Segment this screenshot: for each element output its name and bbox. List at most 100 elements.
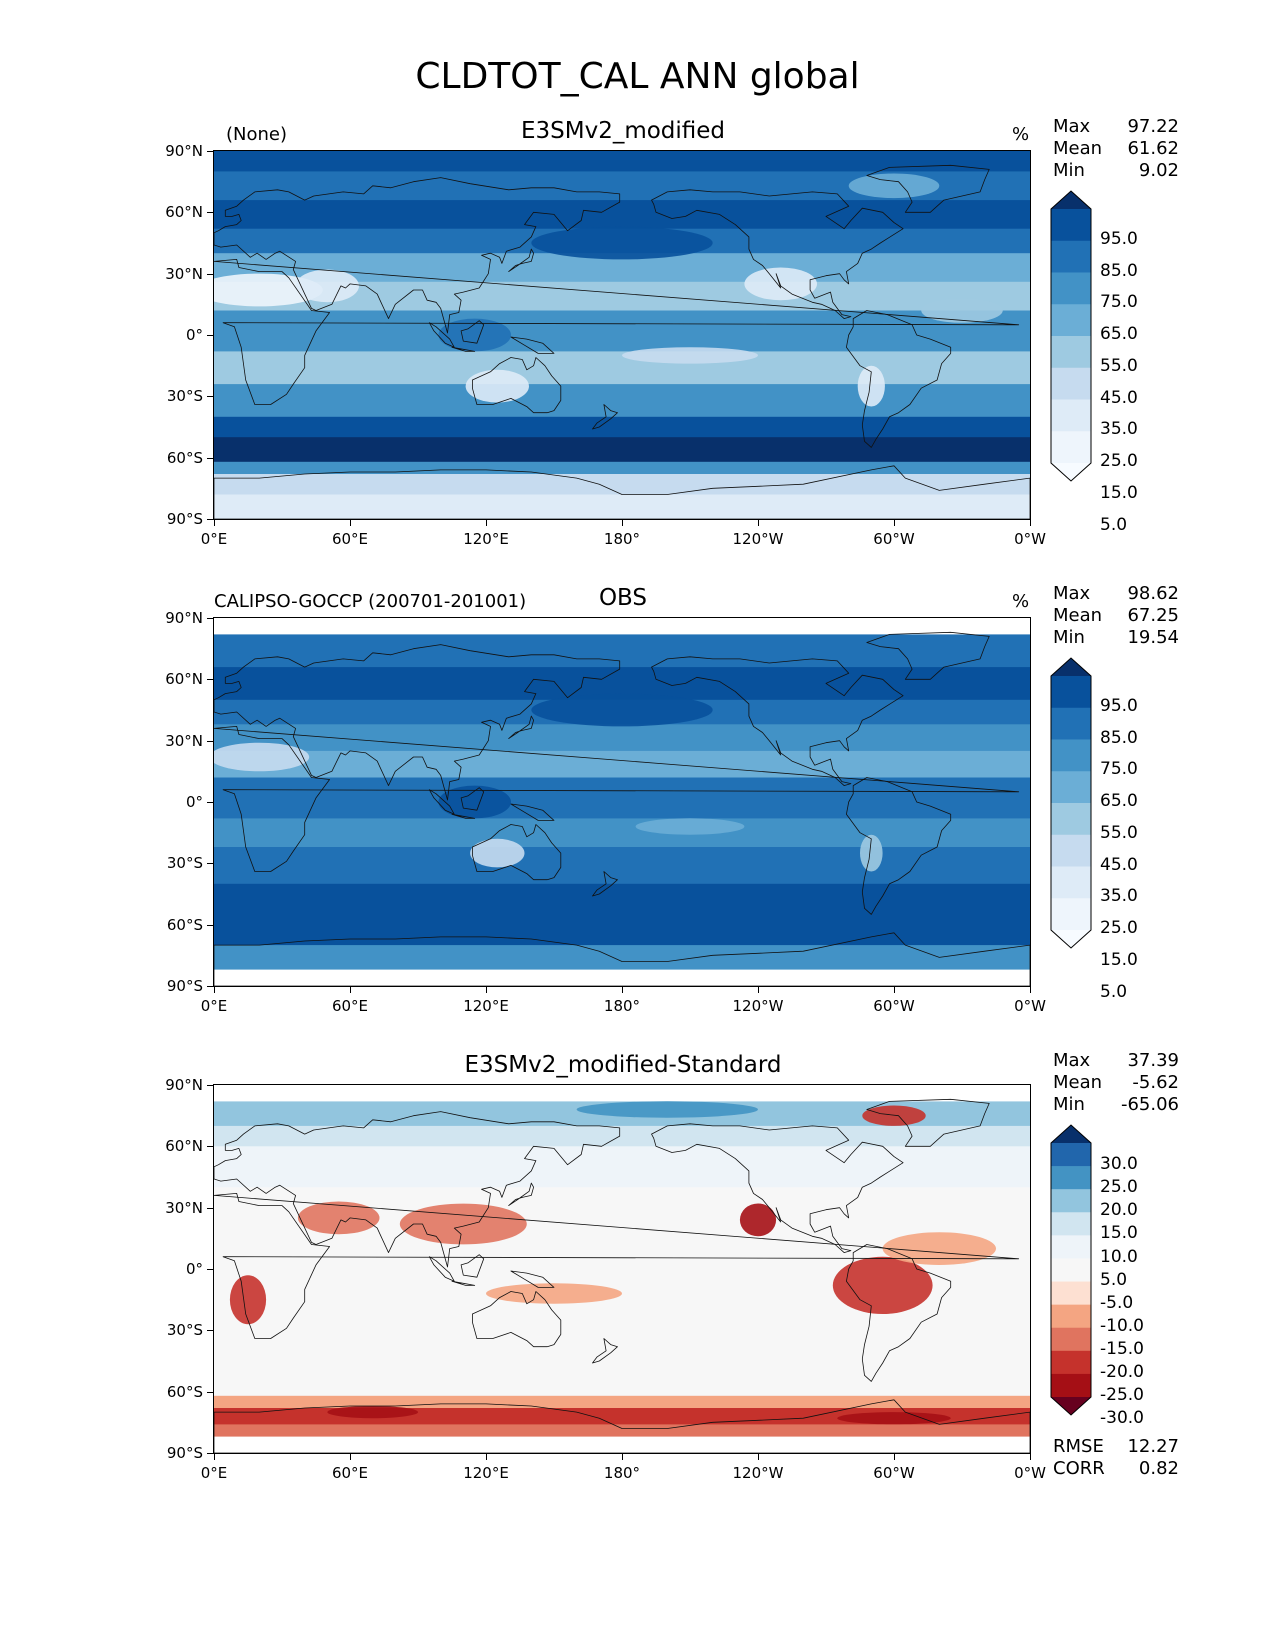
stats-row: RMSE 12.27 (1053, 1436, 1179, 1458)
stats-label: Max (1053, 116, 1091, 137)
colorbar-swatch (1051, 803, 1091, 836)
field-anomaly (832, 1256, 933, 1314)
lat-tick-mark (207, 986, 213, 987)
map-canvas (214, 1085, 1030, 1453)
coastline (592, 1338, 618, 1364)
field-anomaly (862, 1105, 926, 1126)
field-band (214, 1395, 1030, 1409)
colorbar-tick-label: 75.0 (1100, 292, 1138, 313)
coastline (214, 1193, 1020, 1339)
lat-tick-mark (207, 1330, 213, 1332)
panel-main-title: OBS (598, 585, 648, 611)
colorbar-tick-label: 25.0 (1100, 1177, 1138, 1198)
lon-tick-label: 0°E (200, 530, 228, 548)
colorbar-swatch (1051, 866, 1091, 899)
lat-tick-mark (207, 1453, 213, 1454)
colorbar-swatch (1051, 272, 1091, 305)
map-frame (213, 1084, 1031, 1454)
field-band (214, 724, 1030, 752)
stats-row: Min -65.06 (1053, 1094, 1179, 1116)
colorbar-swatch (1051, 771, 1091, 804)
coastline (846, 310, 952, 448)
colorbar-swatch (1051, 336, 1091, 369)
colorbar: 95.0 85.0 75.0 65.0 55.0 45.0 35.0 25.0 15.0 5.0 (1050, 190, 1138, 535)
coastline (214, 726, 1020, 872)
lat-tick-mark (207, 335, 213, 336)
stats-value: 98.62 (1127, 583, 1179, 604)
field-band (214, 494, 1030, 519)
colorbar-tick-label: 65.0 (1100, 324, 1138, 344)
stats-value: -5.62 (1132, 1072, 1179, 1093)
lat-tick-label: 90°S (166, 977, 203, 995)
colorbar-tick-label: 25.0 (1100, 451, 1138, 471)
coastline (460, 320, 485, 344)
lon-tick-mark (894, 1454, 895, 1460)
stats-value: 0.82 (1138, 1458, 1179, 1479)
panel-units: % (1012, 124, 1030, 145)
panel-main-title: E3SMv2_modified (520, 118, 726, 144)
coastline (510, 803, 555, 821)
lon-tick-label: 0°W (1014, 1464, 1046, 1482)
lat-tick-label: 30°S (166, 854, 203, 873)
field-band (214, 1408, 1030, 1425)
colorbar-swatch (1051, 1189, 1091, 1213)
lon-tick-label: 120°W (732, 997, 784, 1015)
lon-tick-mark (1030, 1454, 1031, 1460)
stats-value: 37.39 (1127, 1050, 1179, 1071)
coastline (428, 322, 455, 348)
lon-tick-mark (758, 1454, 759, 1460)
colorbar-canvas (1050, 657, 1092, 949)
lat-tick-mark (207, 457, 213, 459)
colorbar-swatch (1051, 834, 1091, 867)
field-band (214, 777, 1030, 819)
panel-obs: CALIPSO-GOCCP (200701-201001) OBS % 90°N… (0, 577, 1275, 1015)
lat-tick-label: 60°S (166, 448, 203, 467)
lon-tick-mark (350, 520, 351, 526)
stats-row: Min 19.54 (1053, 627, 1179, 649)
field-band (214, 1085, 1030, 1102)
colorbar-swatch (1051, 1327, 1091, 1352)
lat-tick-label: 90°S (166, 1444, 203, 1462)
panel-diff: E3SMv2_modified-Standard 90°N 60°N 30°N 0° 3… (0, 1044, 1275, 1482)
colorbar-swatch (1051, 1304, 1091, 1329)
colorbar-swatch (1051, 304, 1091, 337)
field-anomaly (882, 1232, 996, 1265)
lat-tick-mark (207, 740, 213, 742)
colorbar-tick-label: 55.0 (1100, 822, 1138, 843)
lat-tick-label: 30°N (165, 264, 203, 283)
colorbar-tick-label: 20.0 (1100, 1200, 1138, 1221)
lon-tick-mark (622, 520, 623, 526)
stats-block: Max 97.22 Mean 61.62 Min 9.02 (1053, 116, 1179, 182)
field-anomaly (486, 1283, 622, 1304)
field-band (214, 310, 1030, 352)
coastline (214, 465, 1030, 519)
colorbar-outline (1050, 657, 1092, 949)
panel-model: (None) E3SMv2_modified % 90°N 60°N 30°N 0° 3… (0, 110, 1275, 548)
colorbar-swatch (1051, 1281, 1091, 1306)
stats-value: -65.06 (1120, 1094, 1179, 1115)
lat-tick-label: 60°S (166, 1382, 203, 1401)
colorbar-extend-top (1051, 191, 1091, 209)
map-canvas (214, 618, 1030, 986)
colorbar-tick-label: 5.0 (1100, 1269, 1128, 1290)
field-band (214, 847, 1030, 885)
colorbar-tick-label: 85.0 (1100, 727, 1138, 748)
colorbar-tick-label: 35.0 (1100, 886, 1138, 907)
colorbar-tick-label: 95.0 (1100, 695, 1138, 716)
colorbar-tick-label: 5.0 (1100, 514, 1128, 535)
lon-tick-mark (1030, 987, 1031, 993)
lat-tick-label: 90°N (165, 1076, 203, 1094)
lat-tick-mark (207, 863, 213, 865)
lon-tick-label: 0°W (1014, 997, 1046, 1015)
lon-tick-label: 120°E (463, 530, 509, 548)
coastline (866, 1098, 990, 1147)
lon-tick-label: 120°E (463, 1464, 509, 1482)
stats-label: Min (1053, 627, 1085, 648)
field-band (214, 351, 1030, 385)
field-band (214, 969, 1030, 986)
lon-tick-label: 60°W (873, 1464, 915, 1482)
field-band (214, 1125, 1030, 1147)
coastline (866, 631, 990, 680)
stats-label: Max (1053, 583, 1091, 604)
panel-left-title: (None) (226, 124, 288, 145)
